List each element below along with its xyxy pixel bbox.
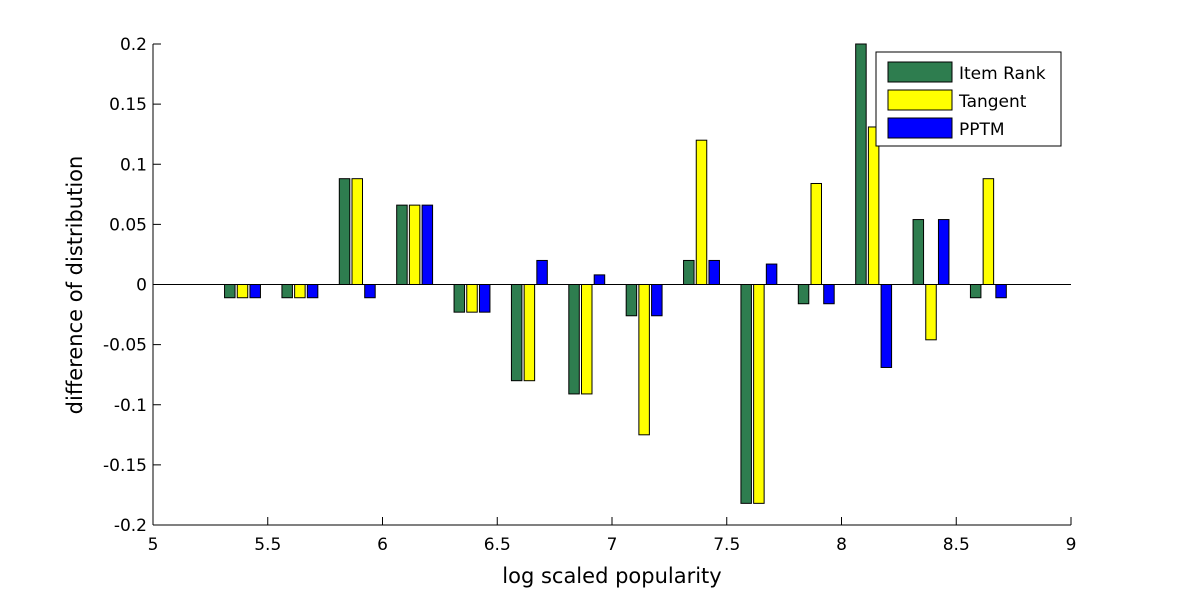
x-tick-label: 5.5 (254, 535, 281, 555)
bar-item-rank-6 (568, 284, 580, 395)
legend-swatch-tangent (887, 89, 953, 111)
bar-tangent-1 (294, 284, 306, 299)
x-tick-label: 5 (148, 535, 159, 555)
bar-item-rank-3 (396, 204, 408, 286)
x-tick-label: 8 (836, 535, 847, 555)
bar-pptm-5 (536, 259, 548, 286)
bar-item-rank-11 (855, 43, 867, 285)
legend-swatch-item-rank (887, 61, 953, 83)
bar-item-rank-1 (281, 284, 293, 299)
bar-tangent-13 (982, 178, 995, 285)
bar-pptm-10 (823, 284, 835, 305)
x-tick-label: 7.5 (713, 535, 740, 555)
bar-pptm-3 (421, 204, 434, 286)
bar-tangent-7 (638, 284, 650, 436)
bar-tangent-3 (408, 204, 421, 286)
x-tick-label: 7 (607, 535, 618, 555)
y-tick-label: -0.05 (103, 336, 147, 356)
legend-label-tangent: Tangent (958, 92, 1027, 112)
bar-item-rank-2 (338, 178, 351, 285)
legend-swatch-pptm (887, 117, 953, 139)
bar-item-rank-7 (625, 284, 638, 317)
bar-tangent-0 (236, 284, 249, 299)
x-tick-label: 9 (1066, 535, 1077, 555)
x-tick-label: 8.5 (943, 535, 970, 555)
x-tick-label: 6.5 (484, 535, 511, 555)
bar-tangent-11 (867, 126, 880, 285)
bar-pptm-12 (937, 219, 950, 285)
bar-item-rank-12 (912, 219, 925, 285)
legend: Item Rank Tangent PPTM (875, 51, 1062, 147)
bar-pptm-4 (478, 284, 491, 313)
bar-tangent-6 (581, 284, 593, 395)
bar-item-rank-13 (969, 284, 982, 299)
bar-pptm-8 (708, 259, 720, 286)
y-tick-label: -0.15 (103, 456, 147, 476)
legend-label-item-rank: Item Rank (959, 64, 1046, 84)
bar-tangent-8 (695, 139, 708, 285)
y-tick-label: 0.2 (120, 35, 147, 55)
y-tick-label: 0.1 (120, 155, 147, 175)
bar-pptm-0 (249, 284, 261, 299)
bar-tangent-2 (351, 178, 363, 285)
bar-pptm-7 (651, 284, 663, 317)
bar-tangent-12 (925, 284, 937, 341)
y-tick-label: -0.2 (114, 516, 147, 536)
bar-item-rank-10 (797, 284, 810, 305)
y-tick-label: 0.05 (109, 215, 147, 235)
bar-item-rank-5 (510, 284, 523, 382)
bar-pptm-1 (306, 284, 319, 299)
y-tick-label: -0.1 (114, 396, 147, 416)
bar-pptm-6 (593, 274, 606, 286)
bar-pptm-11 (880, 284, 893, 368)
bar-tangent-5 (523, 284, 536, 382)
x-tick-label: 6 (377, 535, 388, 555)
bar-pptm-2 (364, 284, 376, 299)
bar-tangent-4 (466, 284, 478, 313)
y-tick-label: 0.15 (109, 95, 147, 115)
bar-item-rank-4 (453, 284, 466, 313)
bar-item-rank-8 (683, 259, 695, 286)
legend-label-pptm: PPTM (959, 120, 1005, 140)
bar-tangent-10 (810, 182, 822, 286)
x-axis-label: log scaled popularity (502, 564, 721, 588)
bar-item-rank-0 (224, 284, 236, 299)
bar-tangent-9 (753, 284, 765, 504)
y-tick-label: 0 (136, 276, 147, 296)
bar-pptm-13 (995, 284, 1007, 299)
x-ticks-group: 5 5.5 6 6.5 7 7.5 8 8.5 9 (148, 517, 1077, 555)
bar-pptm-9 (765, 263, 778, 285)
y-axis-label: difference of distribution (63, 156, 87, 415)
y-ticks-group: -0.2 -0.15 -0.1 -0.05 0 0.05 0.1 0.15 0.2 (103, 35, 161, 536)
bar-item-rank-9 (740, 284, 752, 504)
